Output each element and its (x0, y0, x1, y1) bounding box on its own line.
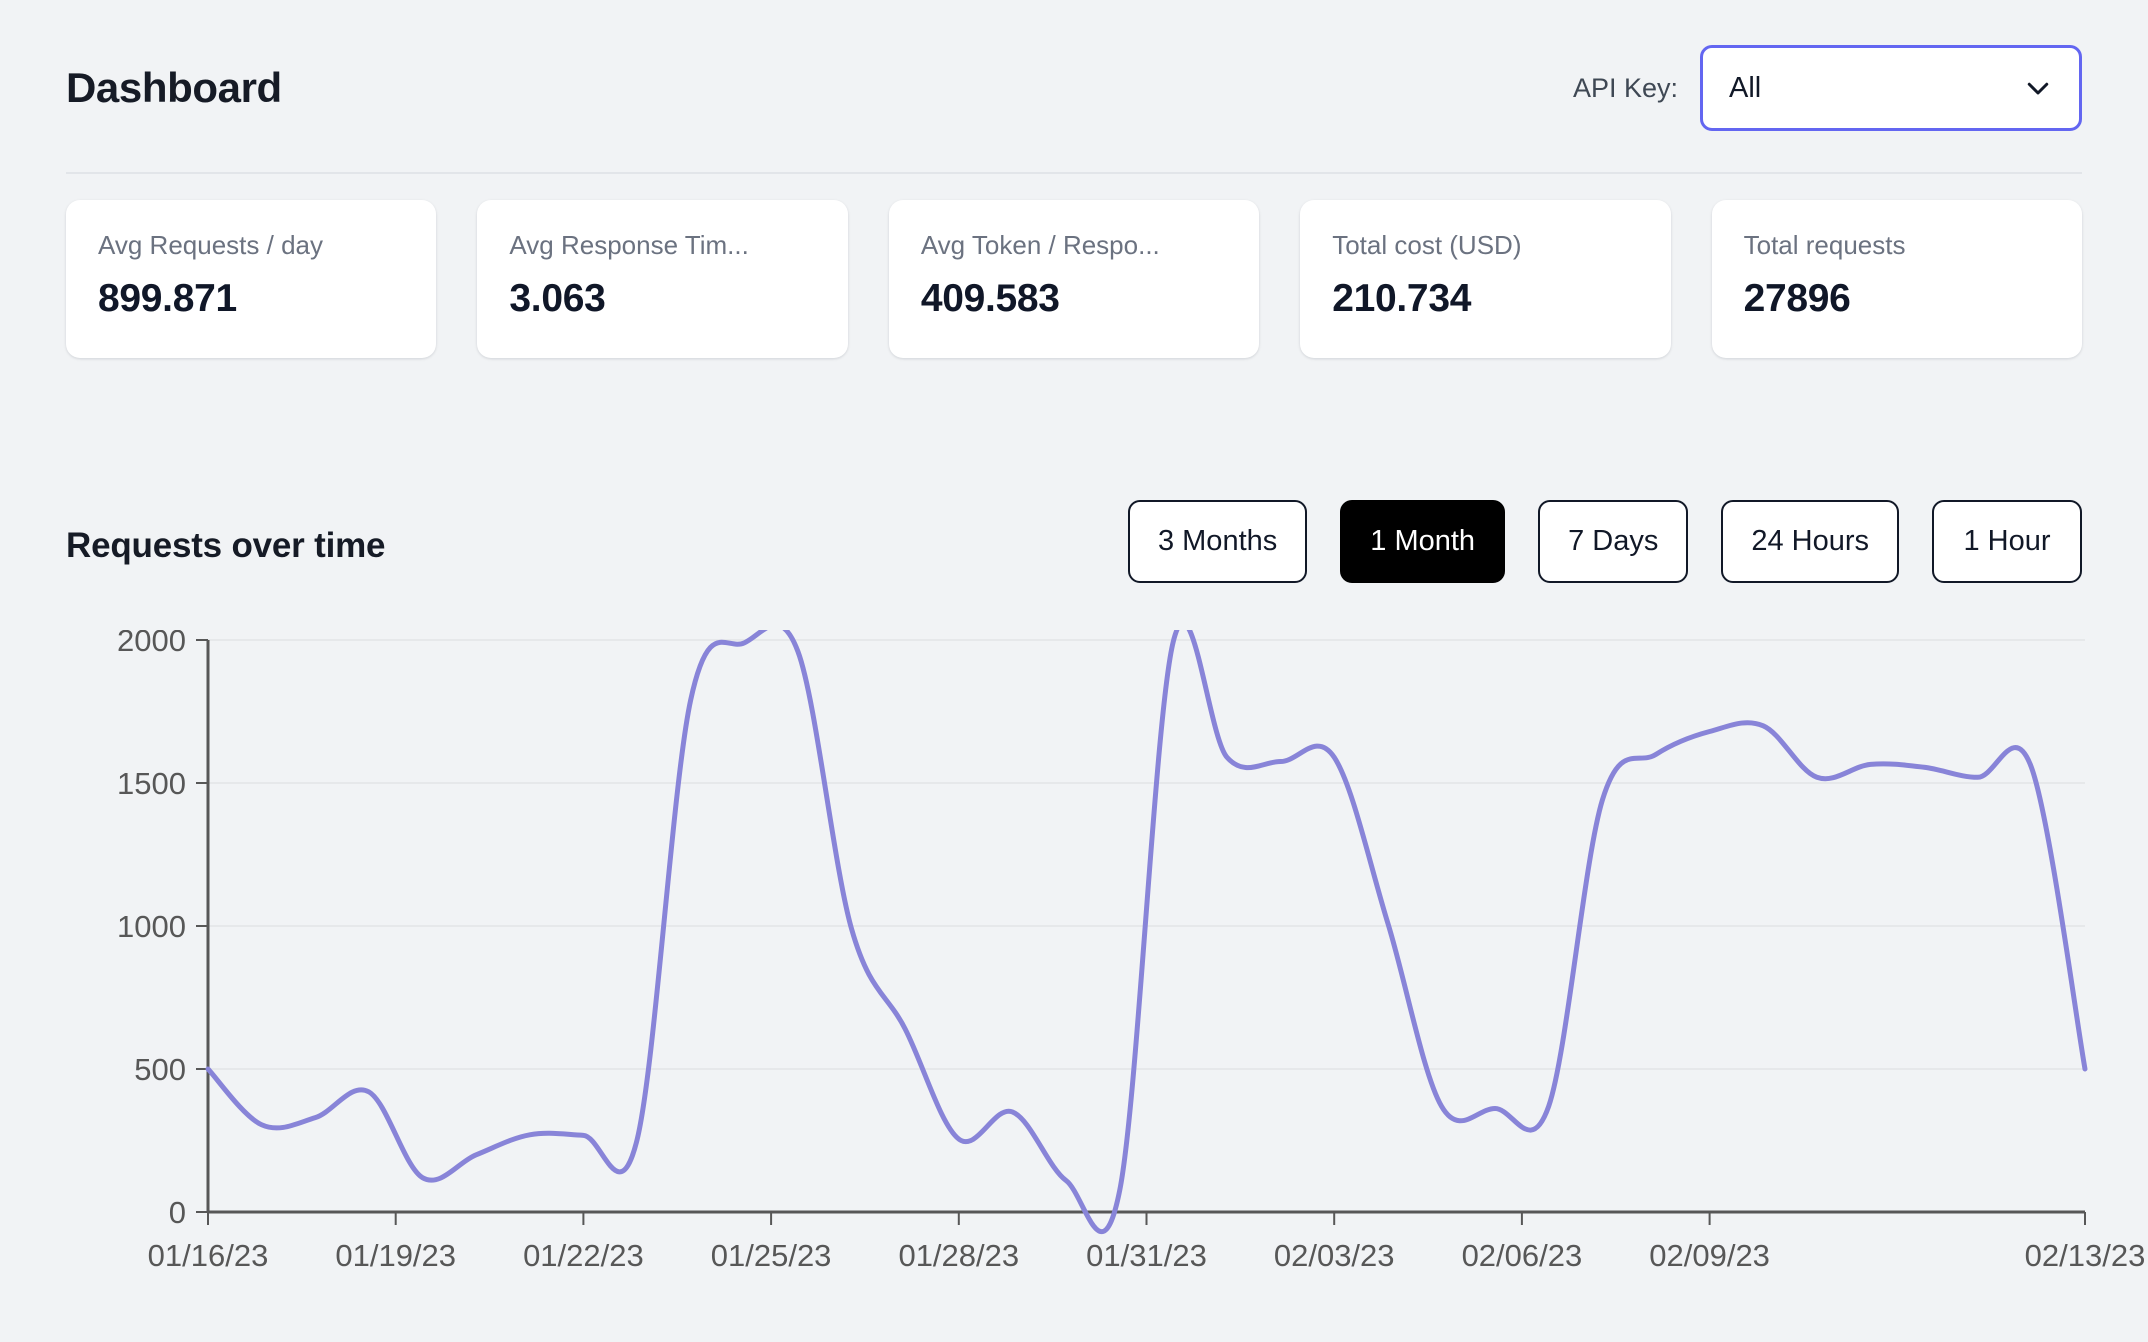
range-button-3-months[interactable]: 3 Months (1127, 500, 1308, 583)
x-axis-tick-label: 01/22/23 (523, 1238, 644, 1273)
chart-line-series (205, 630, 2088, 1235)
stat-label: Total requests (1743, 230, 1906, 260)
stat-card-row: Avg Requests / day 899.871 Avg Response … (66, 200, 2083, 358)
stat-card: Avg Requests / day 899.871 (66, 200, 437, 358)
page-header: Dashboard API Key: All (66, 36, 2082, 140)
stat-value: 27896 (1743, 277, 1851, 321)
chart-title: Requests over time (66, 526, 386, 565)
x-axis-tick-label: 01/25/23 (711, 1238, 832, 1273)
stat-card: Total cost (USD) 210.734 (1300, 200, 1671, 358)
page-title: Dashboard (66, 64, 282, 111)
x-axis-tick-label: 02/06/23 (1462, 1238, 1583, 1273)
y-axis-tick-label: 1000 (117, 909, 186, 944)
api-key-filter: API Key: All (1573, 45, 2082, 131)
x-axis-tick-label: 02/09/23 (1649, 1238, 1770, 1273)
chart-svg: 0 500 1000 1500 2000 01/16/23 01/19/23 01/22/23… (117, 630, 2146, 1273)
range-button-7-days[interactable]: 7 Days (1538, 500, 1689, 583)
stat-value: 3.063 (509, 277, 606, 321)
stat-label: Total cost (USD) (1332, 230, 1522, 260)
x-axis-tick-label: 01/19/23 (335, 1238, 456, 1273)
x-axis-tick-label: 01/16/23 (148, 1238, 269, 1273)
stat-value: 409.583 (920, 277, 1060, 321)
y-axis-tick-label: 1500 (117, 766, 186, 801)
requests-over-time-chart: 0 500 1000 1500 2000 01/16/23 01/19/23 01/22/23… (0, 630, 2148, 1330)
x-axis-tick-label: 01/28/23 (898, 1238, 1019, 1273)
y-axis-tick-label: 500 (134, 1052, 186, 1087)
x-axis-tick-label: 02/03/23 (1274, 1238, 1395, 1273)
api-key-selected-value: All (1729, 71, 1762, 104)
api-key-label: API Key: (1572, 72, 1678, 103)
stat-label: Avg Response Tim... (509, 230, 749, 260)
x-axis-tick-label: 01/31/23 (1086, 1238, 1207, 1273)
stat-label: Avg Requests / day (98, 230, 323, 260)
stat-value: 210.734 (1332, 277, 1472, 321)
y-axis-tick-label: 2000 (117, 630, 186, 658)
stat-label: Avg Token / Respo... (920, 230, 1160, 260)
x-axis-tick-label: 02/13/23 (2025, 1238, 2146, 1273)
y-axis-tick-label: 0 (169, 1195, 186, 1230)
range-button-24-hours[interactable]: 24 Hours (1721, 500, 1899, 583)
header-divider (66, 172, 2082, 174)
range-button-1-hour[interactable]: 1 Hour (1932, 500, 2082, 583)
chart-header: Requests over time 3 Months 1 Month 7 Da… (66, 500, 2082, 592)
range-button-group: 3 Months 1 Month 7 Days 24 Hours 1 Hour (1127, 500, 2082, 583)
chevron-down-icon (2027, 82, 2049, 95)
stat-card: Total requests 27896 (1711, 200, 2083, 358)
stat-value: 899.871 (98, 277, 237, 321)
range-button-1-month[interactable]: 1 Month (1340, 500, 1506, 583)
api-key-select[interactable]: All (1700, 45, 2082, 131)
stat-card: Avg Token / Respo... 409.583 (888, 200, 1260, 358)
stat-card: Avg Response Tim... 3.063 (477, 200, 848, 358)
